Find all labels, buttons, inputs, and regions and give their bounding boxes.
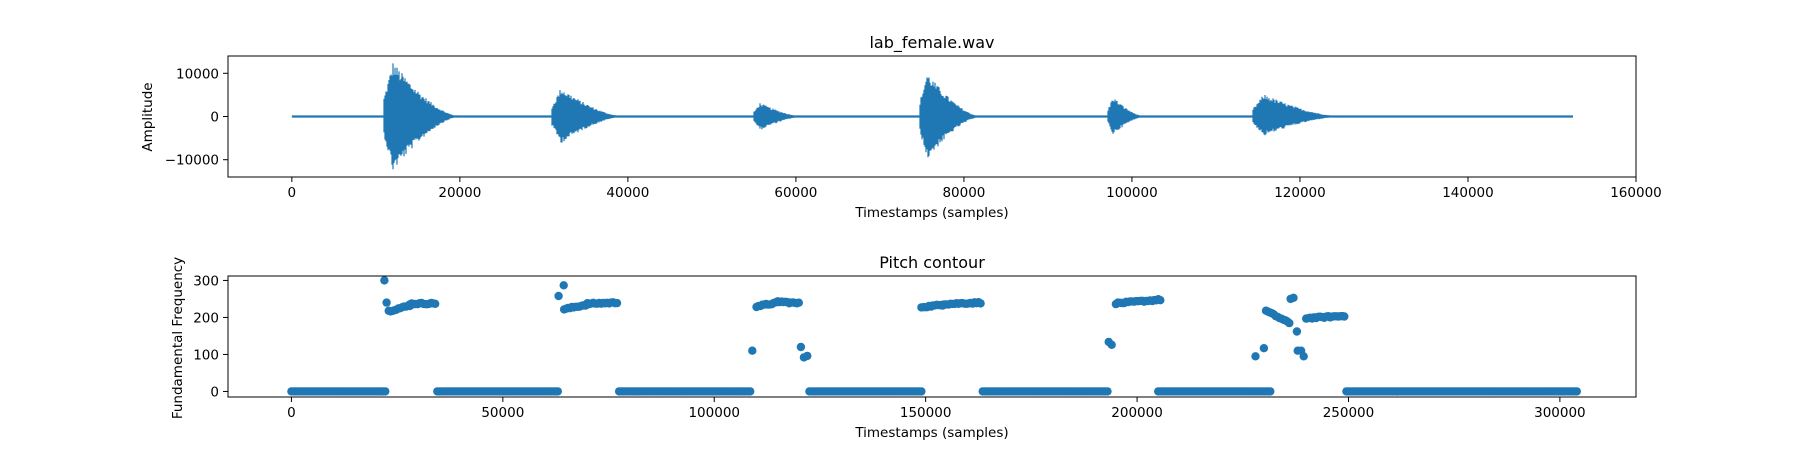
waveform-segment-5 — [1252, 95, 1343, 136]
waveform-xtick-label-0: 0 — [288, 185, 297, 201]
waveform-xtick-label-7: 140000 — [1442, 185, 1494, 201]
pitch-point-645 — [1107, 340, 1116, 349]
pitch-xtick-label-0: 0 — [287, 405, 296, 421]
pitch-point-649 — [1289, 293, 1298, 302]
waveform-xlabel: Timestamps (samples) — [854, 205, 1008, 221]
waveform-xtick-label-1: 20000 — [438, 185, 481, 201]
pitch-xtick-label-6: 300000 — [1534, 405, 1586, 421]
waveform-ytick-label-0: −10000 — [165, 153, 219, 169]
pitch-ytick-label-1: 100 — [193, 347, 219, 363]
pitch-point-254 — [794, 298, 803, 307]
pitch-point-635 — [1572, 387, 1582, 396]
waveform-panel: lab_female.wav Timestamps (samples) Ampl… — [140, 33, 1662, 221]
pitch-ticks: 0 50000 100000 150000 200000 250000 300000 0 100… — [193, 273, 1585, 421]
waveform-segment-3 — [919, 77, 982, 158]
pitch-point-47 — [381, 387, 390, 396]
pitch-point-638 — [554, 291, 563, 301]
waveform-xtick-label-4: 80000 — [942, 185, 985, 201]
pitch-point-519 — [1340, 312, 1349, 321]
pitch-xtick-label-4: 200000 — [1111, 405, 1163, 421]
waveform-xtick-label-8: 160000 — [1610, 185, 1662, 201]
pitch-panel: Pitch contour Timestamps (samples) Funda… — [170, 253, 1637, 441]
waveform-title: lab_female.wav — [869, 33, 994, 53]
pitch-point-134 — [553, 387, 562, 396]
pitch-ytick-label-0: 0 — [210, 384, 219, 400]
waveform-segment-2 — [753, 103, 805, 130]
pitch-point-486 — [1266, 387, 1275, 396]
pitch-ylabel: Fundamental Frequency — [170, 257, 186, 419]
pitch-marks — [287, 276, 1582, 396]
pitch-point-636 — [380, 276, 389, 285]
waveform-xtick-label-6: 120000 — [1274, 185, 1326, 201]
pitch-axes-frame — [227, 275, 1637, 398]
pitch-point-406 — [1103, 387, 1112, 396]
waveform-ticks: 0 20000 40000 60000 80000 100000 120000 140000 1… — [165, 66, 1662, 201]
pitch-point-311 — [917, 387, 926, 396]
waveform-xtick-label-2: 40000 — [606, 185, 649, 201]
pitch-ytick-label-3: 300 — [193, 273, 219, 289]
pitch-point-343 — [976, 299, 985, 308]
waveform-xtick-label-5: 100000 — [1106, 185, 1158, 201]
pitch-point-73 — [431, 299, 440, 308]
pitch-xtick-label-2: 100000 — [688, 405, 740, 421]
pitch-point-640 — [748, 346, 757, 355]
waveform-xtick-label-3: 60000 — [774, 185, 817, 201]
waveform-ytick-label-1: 0 — [210, 110, 219, 126]
pitch-ytick-label-2: 200 — [193, 310, 219, 326]
waveform-segment-4 — [1107, 99, 1146, 134]
pitch-title: Pitch contour — [879, 253, 985, 272]
waveform-segment-1 — [551, 90, 625, 143]
pitch-point-650 — [1292, 327, 1302, 336]
waveform-ylabel: Amplitude — [140, 82, 156, 151]
pitch-point-429 — [1156, 296, 1165, 305]
pitch-point-643 — [803, 351, 812, 361]
waveform-axes-frame — [227, 55, 1637, 178]
waveform-marks — [291, 63, 1573, 170]
pitch-point-230 — [746, 387, 755, 396]
pitch-xtick-label-3: 150000 — [900, 405, 952, 421]
pitch-point-639 — [559, 281, 568, 290]
pitch-point-499 — [1285, 318, 1294, 328]
pitch-point-646 — [1251, 352, 1260, 361]
pitch-point-641 — [796, 342, 806, 352]
pitch-xlabel: Timestamps (samples) — [854, 425, 1008, 441]
pitch-point-637 — [382, 298, 391, 307]
pitch-xtick-label-1: 50000 — [481, 405, 524, 421]
waveform-ytick-label-2: 10000 — [176, 66, 219, 82]
pitch-point-653 — [1299, 352, 1308, 361]
waveform-segment-0 — [383, 63, 461, 170]
pitch-xtick-label-5: 250000 — [1323, 405, 1375, 421]
pitch-point-647 — [1259, 344, 1269, 353]
pitch-point-163 — [612, 298, 622, 308]
